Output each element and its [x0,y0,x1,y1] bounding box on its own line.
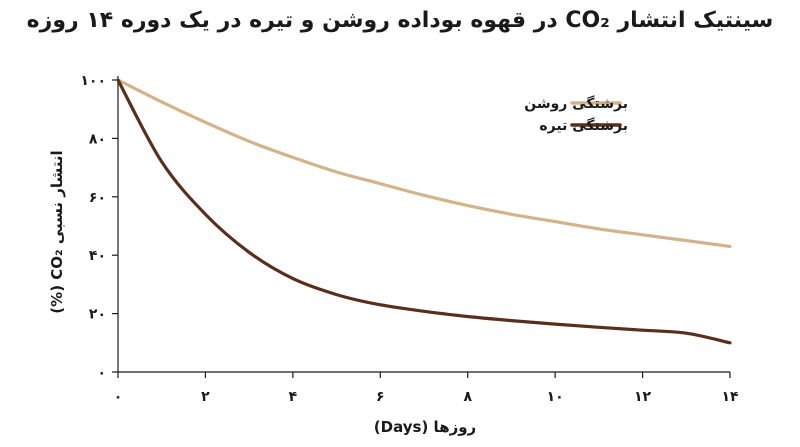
legend: برشتگی روشن برشتگی تیره [524,95,628,134]
x-tick-label: ۶ [376,389,385,405]
y-tick-label: ۰ [97,365,106,381]
x-tick-label: ۱۴ [721,389,739,405]
x-tick-label: ۱۰ [547,389,564,405]
series-line-1 [116,78,732,345]
x-tick-label: ۰ [114,389,123,405]
y-tick-label: ۴۰ [89,248,106,264]
y-tick-label: ۲۰ [89,307,106,323]
ticks: ۰ ۲ ۴ ۶ ۸ ۱۰ ۱۲ ۱۴ ۰ ۲۰ ۴۰ ۶۰ ۸۰ ۱۰۰ [80,73,739,405]
y-axis-label: انتشار نسبی CO₂ (%) [48,150,66,313]
chart-title: سینتیک انتشار CO₂ در قهوه بوداده روشن و … [26,8,774,33]
series-line-0 [116,78,732,248]
x-axis-label: روزها (Days) [374,418,476,436]
x-tick-label: ۸ [463,389,472,405]
y-tick-label: ۱۰۰ [80,73,106,89]
x-tick-label: ۴ [289,389,298,405]
legend-label-1: برشتگی تیره [539,117,628,134]
x-tick-label: ۲ [201,389,210,405]
axes [117,76,730,373]
x-tick-label: ۱۲ [634,389,652,405]
y-tick-label: ۸۰ [89,131,106,147]
legend-label-0: برشتگی روشن [524,95,628,112]
y-tick-label: ۶۰ [89,190,106,206]
series-lines [116,78,732,345]
